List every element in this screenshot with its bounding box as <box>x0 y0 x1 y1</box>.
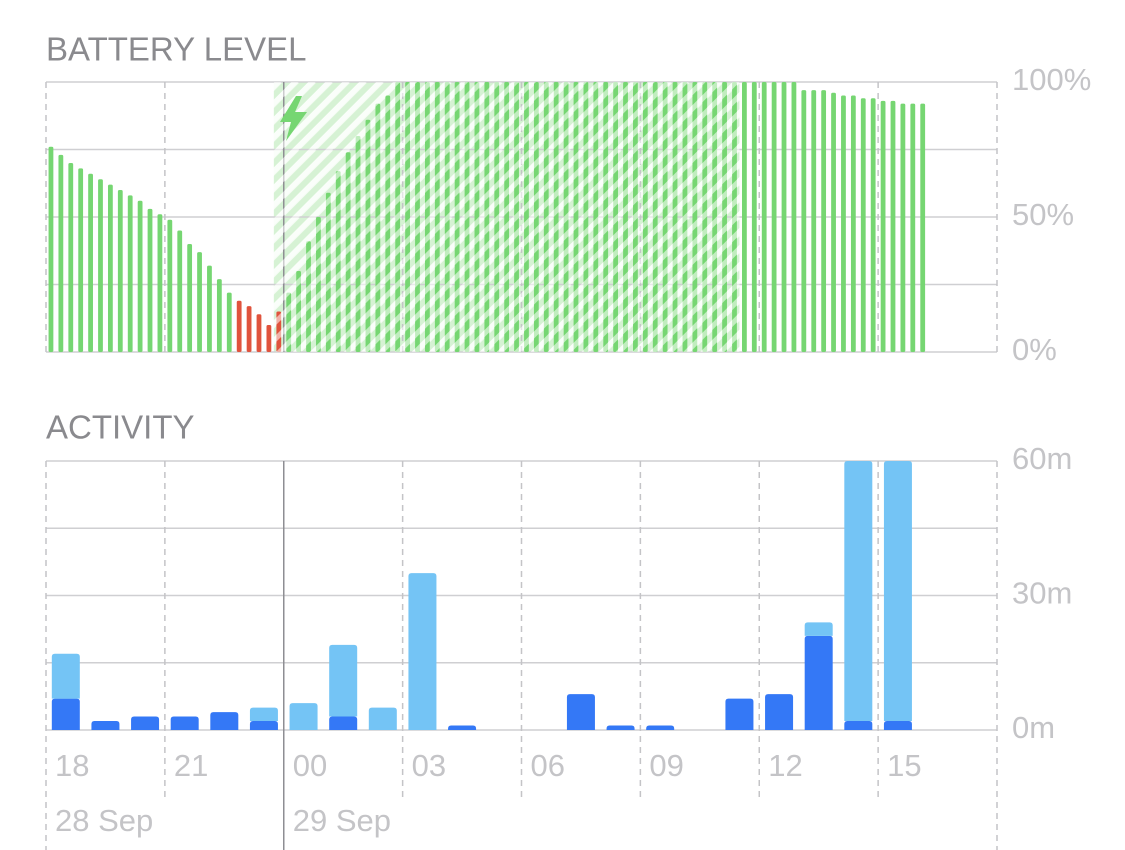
battery-bar <box>761 82 767 352</box>
activity-bar <box>804 622 833 636</box>
labels: 0% 50% 100% 0m 30m 60m 18 28 Sep 21 00 29 Sep 03 06 0… <box>55 62 1091 838</box>
activity-bar <box>131 716 160 730</box>
battery-bar <box>880 100 886 353</box>
overlays <box>273 82 740 352</box>
y-tick-label: 60m <box>1012 441 1072 476</box>
x-tick-label: 15 <box>887 748 921 783</box>
charging-icon <box>280 96 307 141</box>
battery-bar <box>831 92 836 353</box>
battery-bar <box>197 252 202 352</box>
battery-bar <box>841 95 846 352</box>
battery-bar <box>157 214 163 352</box>
y-tick-label: 0% <box>1012 332 1057 367</box>
x-tick-label: 06 <box>531 748 565 783</box>
battery-bar <box>207 265 212 352</box>
y-tick-label: 0m <box>1012 710 1055 745</box>
battery-bar <box>167 219 173 352</box>
activity-bar <box>249 707 278 722</box>
battery-bar <box>147 208 153 352</box>
battery-bar <box>860 98 866 352</box>
activity-bar <box>725 698 754 730</box>
battery-bar <box>58 154 64 352</box>
y-tick-label: 50% <box>1012 197 1074 232</box>
battery-bar <box>68 163 74 352</box>
battery-bar <box>187 244 193 352</box>
activity-bar <box>51 653 80 699</box>
activity-bar <box>883 461 912 722</box>
charging-hatch <box>273 82 740 352</box>
battery-bar <box>127 195 133 352</box>
activity-bar <box>566 694 595 730</box>
battery-bar <box>771 82 777 352</box>
activity-bar <box>289 703 318 730</box>
battery-bar <box>256 314 262 352</box>
battery-bar <box>266 325 272 352</box>
battery-bar <box>107 184 113 352</box>
activity-bar <box>883 721 912 730</box>
activity-bar <box>844 461 873 722</box>
battery-bar <box>850 95 856 352</box>
battery-bar <box>177 230 183 352</box>
battery-bar <box>226 292 232 352</box>
x-tick-label: 09 <box>649 748 683 783</box>
x-tick-label: 00 <box>293 748 327 783</box>
activity-bar <box>765 694 794 730</box>
x-tick-label: 03 <box>412 748 446 783</box>
activity-bar <box>844 721 873 730</box>
battery-bar <box>48 146 54 352</box>
date-label: 28 Sep <box>55 803 153 838</box>
battery-bar <box>741 82 747 352</box>
activity-bar <box>91 721 120 730</box>
activity-bar <box>329 716 358 730</box>
battery-bar <box>920 103 926 352</box>
activity-bar <box>329 644 358 717</box>
battery-bar <box>791 82 797 352</box>
battery-bar <box>236 300 242 352</box>
activity-bar <box>170 716 199 730</box>
battery-bar <box>98 179 103 352</box>
battery-bar <box>910 103 916 352</box>
battery-bar <box>900 103 906 352</box>
battery-bar <box>88 173 93 352</box>
activity-bar <box>646 725 675 730</box>
chart-title: ACTIVITY <box>46 409 195 446</box>
battery-bar <box>246 306 252 352</box>
x-tick-label: 21 <box>174 748 208 783</box>
y-tick-label: 100% <box>1012 62 1091 97</box>
battery-bar <box>216 279 222 352</box>
battery-bar <box>781 82 787 352</box>
battery-bar <box>821 90 827 352</box>
activity-bar <box>408 573 437 730</box>
activity-bar <box>210 712 239 730</box>
x-tick-label: 12 <box>768 748 802 783</box>
battery-bar <box>801 90 807 352</box>
battery-bar <box>137 200 143 352</box>
battery-bar <box>890 100 896 353</box>
date-label: 29 Sep <box>293 803 391 838</box>
battery-bar <box>811 90 817 352</box>
x-tick-label: 18 <box>55 748 89 783</box>
battery-bar <box>78 168 84 352</box>
activity-bar <box>448 725 477 730</box>
y-tick-label: 30m <box>1012 576 1072 611</box>
activity-bar <box>249 721 278 730</box>
activity-bar <box>51 698 80 730</box>
activity-bar <box>606 725 635 730</box>
chart-title: BATTERY LEVEL <box>46 31 306 68</box>
activity-bar <box>804 635 833 730</box>
battery-bar <box>117 190 123 352</box>
activity-bar <box>368 707 397 730</box>
battery-bar <box>870 98 876 352</box>
battery-bar <box>751 82 757 352</box>
